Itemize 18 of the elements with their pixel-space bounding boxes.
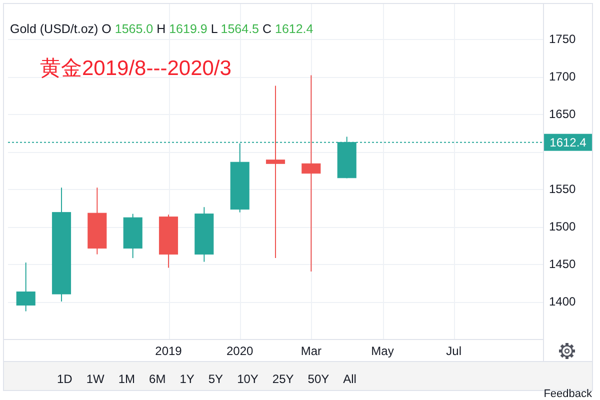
ref-line-label: 1612.4 [550, 135, 587, 150]
text: Feedback [544, 388, 592, 400]
y-tick-label: 1450 [549, 257, 576, 272]
toolbar: 1D 1W 1M 6M 1Y 5Y 10Y 25Y 50Y All [57, 372, 356, 386]
y-tick-label: 1550 [549, 182, 576, 196]
x-tick-label: 2019 [155, 344, 182, 358]
x-tick-label: Mar [300, 344, 322, 358]
ref-line-label: 1612.4 [544, 134, 592, 151]
text: Gold (USD/t.oz) O 1565.0 H 1619.9 L 1564.5 C 1612.4 [10, 22, 314, 36]
x-tick-label: 2020 [226, 344, 254, 358]
y-tick-label: 1750 [549, 32, 576, 46]
x-tick-label: Jul [446, 344, 462, 358]
y-tick-label: 1500 [549, 220, 576, 234]
y-tick-label: 1650 [549, 107, 576, 122]
y-tick-label: 1700 [549, 70, 576, 84]
y-tick-label: 1400 [549, 294, 576, 309]
x-tick-label: May [371, 344, 394, 358]
text: 黄金2019/8---2020/3 [40, 57, 232, 80]
